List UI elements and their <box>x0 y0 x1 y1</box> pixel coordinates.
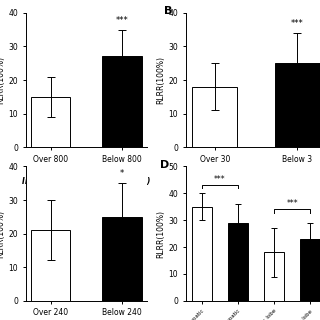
Bar <box>102 217 142 301</box>
Y-axis label: RLRR(100%): RLRR(100%) <box>0 56 5 104</box>
Text: Blockage of Hepatic
portal blood flow (min): Blockage of Hepatic portal blood flow (m… <box>206 177 306 196</box>
Text: Intraoperative blood loss (ml): Intraoperative blood loss (ml) <box>22 177 151 186</box>
Bar <box>300 239 320 301</box>
Y-axis label: RLRR(100%): RLRR(100%) <box>156 210 165 258</box>
Bar <box>228 223 248 301</box>
Y-axis label: RLRR(100%): RLRR(100%) <box>156 56 165 104</box>
Bar <box>275 63 320 147</box>
Bar <box>192 87 237 147</box>
Bar <box>192 207 212 301</box>
Text: ***: *** <box>286 199 298 208</box>
Y-axis label: RLRR(100%): RLRR(100%) <box>0 210 5 258</box>
Text: ***: *** <box>291 19 304 28</box>
Text: D: D <box>160 160 170 170</box>
Text: *: * <box>120 169 124 178</box>
Text: ***: *** <box>214 175 226 184</box>
Bar <box>31 97 70 147</box>
Text: B: B <box>164 6 173 16</box>
Text: ***: *** <box>116 16 128 25</box>
Bar <box>31 230 70 301</box>
Bar <box>102 56 142 147</box>
Bar <box>264 252 284 301</box>
